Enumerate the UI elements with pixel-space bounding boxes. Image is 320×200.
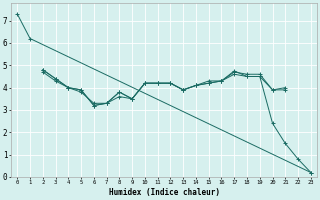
X-axis label: Humidex (Indice chaleur): Humidex (Indice chaleur)	[108, 188, 220, 197]
